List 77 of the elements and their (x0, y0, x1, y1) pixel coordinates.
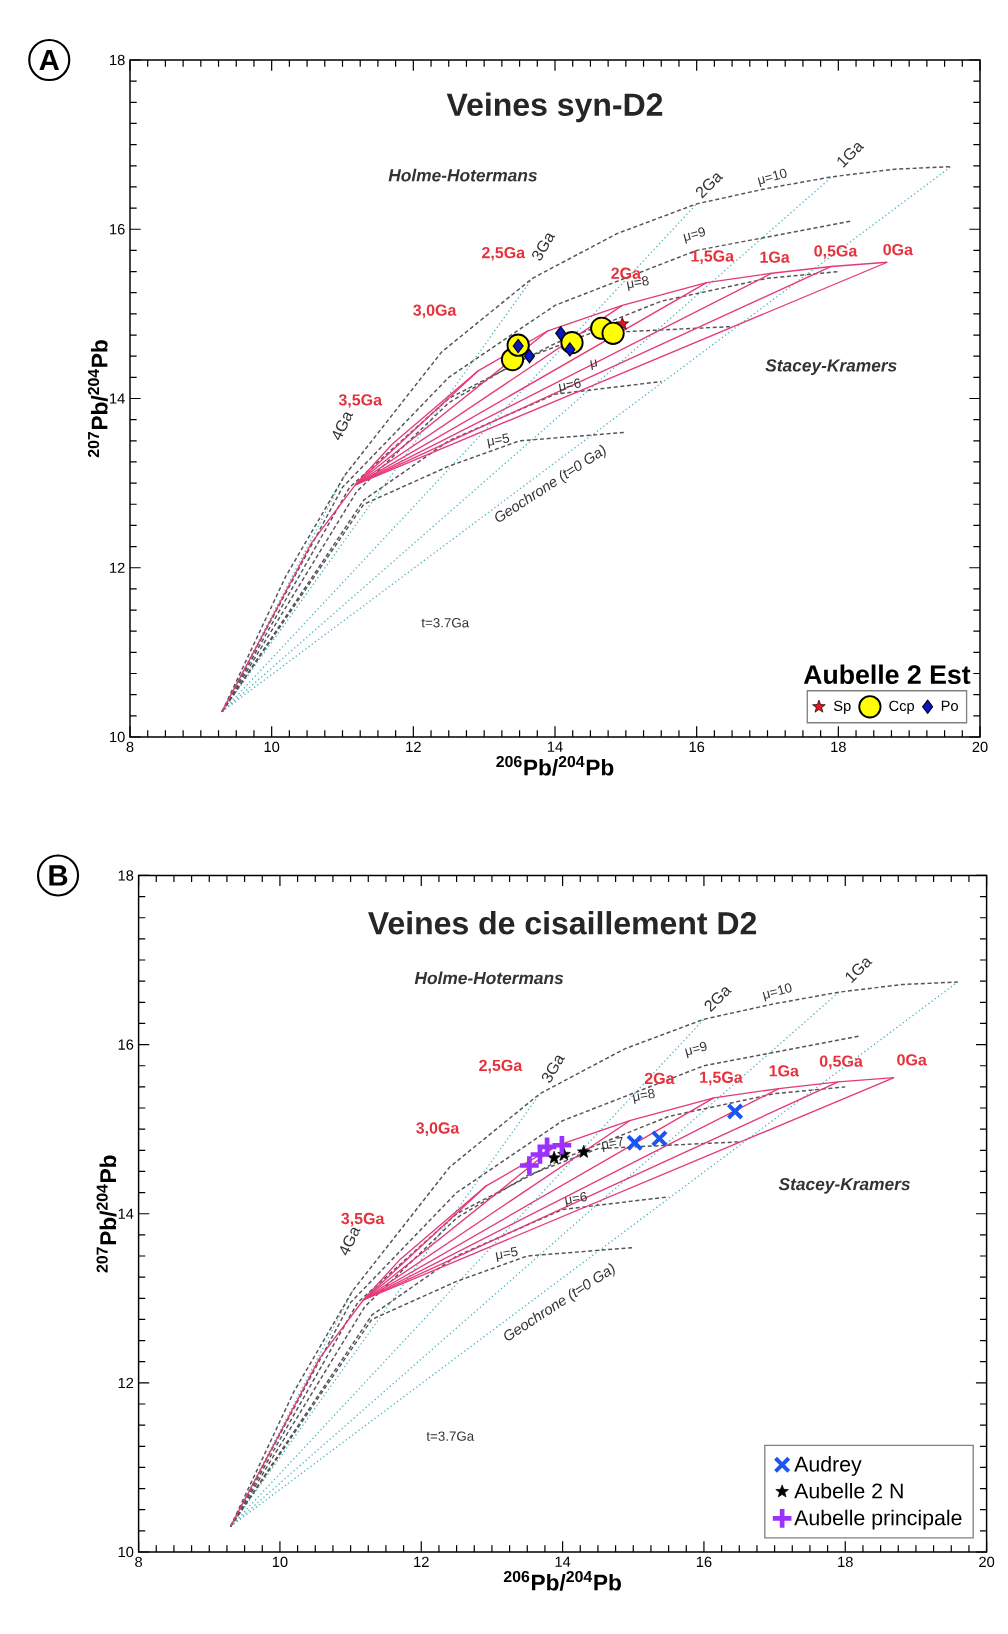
legend-title: Aubelle 2 Est (803, 664, 971, 685)
annotation: μ=9 (685, 1041, 707, 1059)
y-axis-title: $^{207}$Pb/$^{204}$Pb (96, 1155, 117, 1273)
annotation: μ=6 (564, 1192, 587, 1208)
y-tick-label: 12 (110, 562, 125, 573)
x-tick-label: 10 (272, 1556, 288, 1568)
annotation: 2,5Ga (479, 1059, 523, 1074)
annotation: 1Ga (760, 251, 790, 263)
annotation: 3,5Ga (338, 394, 383, 408)
annotation: Holme-Hotermans (388, 168, 537, 182)
legend-label: Aubelle principale (794, 1509, 962, 1530)
annotation: 3,5Ga (341, 1212, 385, 1227)
y-axis-title: $^{207}$Pb/$^{204}$Pb (87, 340, 108, 458)
annotation: μ=10 (762, 983, 792, 1002)
text: Veines syn-D2 (446, 92, 663, 123)
x-tick-label: 14 (547, 741, 563, 752)
annotation: 1Ga (769, 1065, 799, 1077)
x-tick-label: 18 (838, 1556, 853, 1568)
y-tick-label: 10 (118, 1546, 134, 1558)
x-tick-label: 12 (414, 1556, 429, 1567)
annotation: t=3.7Ga (421, 618, 470, 628)
annotation: 1Ga (845, 958, 873, 984)
annotation: μ=10 (757, 168, 787, 188)
annotation: μ=9 (683, 227, 705, 244)
x-axis-title: $^{206}$Pb/$^{204}$Pb (503, 1570, 621, 1591)
annotation: 3,0Ga (416, 1122, 460, 1136)
legend-label: Audrey (794, 1456, 862, 1476)
annotation: 2Ga (704, 987, 732, 1013)
y-tick-label: 16 (118, 1039, 134, 1050)
annotation: μ=5 (495, 1246, 518, 1262)
annotation: 1,5Ga (700, 1071, 743, 1086)
x-tick-label: 14 (555, 1556, 571, 1567)
annotation: 3,0Ga (413, 304, 457, 319)
x-tick-label: 8 (135, 1556, 143, 1568)
y-tick-label: 14 (118, 1208, 134, 1219)
text: A (39, 49, 60, 71)
annotation: 0Ga (883, 243, 914, 256)
annotation: Stacey-Kramers (778, 1177, 910, 1194)
y-tick-label: 16 (110, 224, 125, 235)
legend-label: Sp (833, 700, 851, 714)
annotation: μ=5 (487, 433, 510, 449)
text: B (49, 865, 68, 886)
annotation: μ=8 (632, 1088, 655, 1104)
y-tick-label: 18 (110, 54, 125, 66)
x-tick-label: 12 (406, 741, 421, 752)
annotation: 1Ga (837, 143, 865, 168)
annotation: 4Ga (340, 1227, 361, 1256)
x-tick-label: 20 (979, 1556, 995, 1568)
text: Veines de cisaillement D2 (368, 911, 757, 935)
annotation: 0Ga (897, 1054, 927, 1066)
legend-label: Ccp (889, 700, 915, 714)
annotation: Holme-Hotermans (414, 971, 564, 985)
x-tick-label: 20 (972, 741, 988, 753)
x-tick-label: 10 (264, 741, 280, 753)
y-tick-label: 14 (110, 393, 125, 404)
x-tick-label: 18 (831, 741, 846, 753)
annotation: 2Ga (695, 173, 724, 199)
legend-label: Po (941, 700, 958, 711)
annotation: Stacey-Kramers (765, 359, 897, 376)
y-tick-label: 12 (118, 1377, 134, 1388)
annotation: μ (590, 359, 598, 370)
x-tick-label: 16 (689, 741, 705, 753)
y-tick-label: 18 (118, 870, 134, 881)
annotation: t=3.7Ga (426, 1431, 475, 1441)
annotation: μ=6 (558, 378, 581, 394)
y-tick-label: 10 (110, 731, 125, 743)
annotation: 0,5Ga (814, 245, 858, 259)
annotation: 0,5Ga (819, 1055, 863, 1070)
x-tick-label: 16 (696, 1556, 712, 1568)
x-tick-label: 8 (126, 741, 134, 753)
x-axis-title: $^{206}$Pb/$^{204}$Pb (496, 755, 614, 776)
annotation: 2,5Ga (482, 246, 526, 261)
annotation: μ=7 (601, 1136, 623, 1152)
annotation: 2Ga (644, 1072, 675, 1085)
annotation: 1,5Ga (691, 250, 735, 264)
legend-label: Aubelle 2 N (794, 1482, 903, 1499)
annotation: 4Ga (332, 412, 354, 441)
